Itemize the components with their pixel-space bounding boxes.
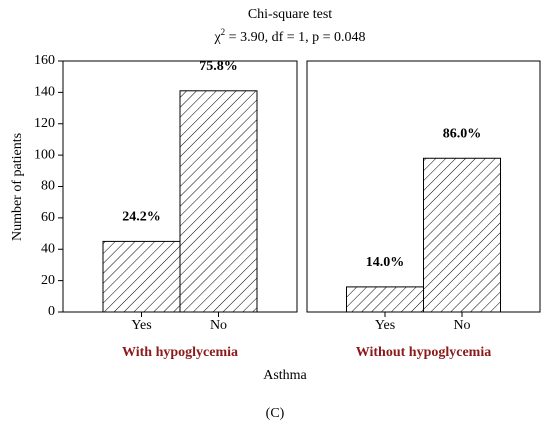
x-tick-label: No — [453, 318, 470, 333]
bar-label: 86.0% — [443, 126, 482, 141]
y-tick-label: 100 — [34, 147, 55, 162]
y-tick-label: 120 — [34, 116, 55, 131]
y-tick-label: 20 — [41, 273, 55, 288]
chart-title: Chi-square test — [248, 7, 332, 22]
bar — [102, 240, 181, 313]
y-tick-label: 160 — [34, 53, 55, 68]
y-tick-label: 80 — [41, 179, 55, 194]
x-axis-label: Asthma — [263, 368, 307, 383]
bar-label: 75.8% — [199, 59, 238, 74]
y-axis-label: Number of patients — [10, 133, 25, 241]
y-tick-label: 0 — [48, 304, 55, 319]
subtitle-symbol: χ — [213, 30, 221, 45]
chart-subtitle: χ2 = 3.90, df = 1, p = 0.048 — [213, 27, 365, 45]
subtitle-superscript: 2 — [221, 27, 226, 37]
caption: (C) — [266, 406, 285, 421]
panel-title: Without hypoglycemia — [356, 345, 491, 360]
bar — [346, 286, 424, 313]
bar — [179, 90, 258, 313]
bar-label: 14.0% — [366, 255, 405, 270]
x-tick-label: No — [210, 318, 227, 333]
y-tick-label: 40 — [41, 241, 55, 256]
y-tick-label: 140 — [34, 85, 55, 100]
x-tick-label: Yes — [131, 318, 151, 333]
x-tick-label: Yes — [375, 318, 395, 333]
subtitle-text: = 3.90, df = 1, p = 0.048 — [225, 30, 365, 45]
y-tick-label: 60 — [41, 210, 55, 225]
bar — [423, 157, 501, 313]
panel-title: With hypoglycemia — [122, 345, 238, 360]
bar-label: 24.2% — [122, 210, 161, 225]
